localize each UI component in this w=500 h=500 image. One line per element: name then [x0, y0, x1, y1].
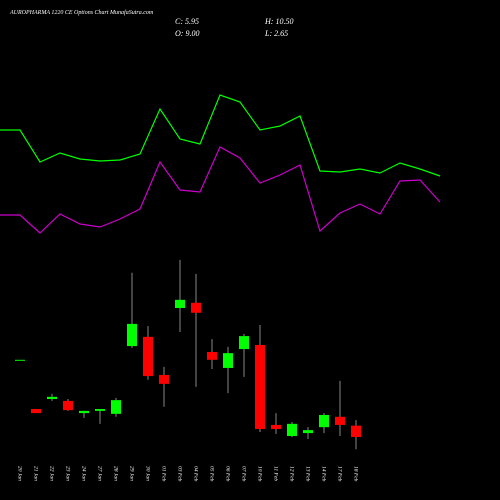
indicator-line	[0, 94, 441, 177]
candle-body	[335, 416, 345, 425]
x-tick-label: 22 Jan	[49, 466, 55, 481]
candle-body	[95, 409, 105, 411]
x-tick-label: 30 Jan	[145, 465, 151, 481]
candle-body	[239, 336, 249, 350]
x-tick-label: 17 Feb	[337, 466, 343, 482]
candle-body	[271, 424, 281, 430]
candle-body	[111, 400, 121, 414]
x-tick-label: 01 Feb	[161, 466, 167, 482]
high-label: H: 10.50	[264, 17, 293, 26]
candle-body	[159, 374, 169, 384]
chart-title: AUROPHARMA 1220 CE Options Chart MunafaS…	[9, 9, 154, 16]
x-tick-label: 18 Feb	[353, 466, 359, 482]
x-tick-label: 12 Feb	[289, 466, 295, 482]
candle-body	[15, 359, 25, 361]
x-tick-label: 24 Jan	[81, 466, 88, 481]
candle-body	[223, 353, 233, 368]
candle-body	[255, 344, 265, 430]
x-tick-label: 04 Feb	[193, 466, 200, 482]
indicator-line	[0, 146, 441, 234]
x-tick-label: 03 Feb	[177, 466, 183, 482]
low-label: L: 2.65	[264, 29, 288, 38]
candle-body	[79, 410, 89, 414]
candle-body	[127, 323, 137, 347]
candle-body	[287, 423, 297, 437]
x-tick-label: 06 Feb	[225, 466, 231, 482]
close-label: C: 5.95	[175, 17, 199, 26]
candle-body	[191, 302, 201, 313]
x-tick-label: 11 Feb	[273, 466, 279, 481]
x-tick-label: 13 Feb	[305, 466, 311, 482]
candle-body	[207, 352, 217, 360]
candle-body	[31, 409, 41, 414]
candle-body	[175, 299, 185, 308]
x-tick-label: 23 Jan	[65, 466, 71, 481]
x-tick-label: 05 Feb	[209, 466, 215, 482]
candle-body	[319, 414, 329, 428]
x-tick-label: 20 Jan	[17, 466, 23, 481]
x-tick-label: 21 Jan	[33, 466, 39, 481]
candle-body	[47, 396, 57, 400]
open-label: O: 9.00	[175, 29, 199, 38]
candle-body	[303, 430, 313, 434]
x-tick-label: 29 Jan	[129, 466, 135, 481]
candle-body	[143, 336, 153, 377]
x-tick-label: 28 Jan	[113, 466, 119, 481]
candle-body	[63, 400, 73, 411]
x-tick-label: 10 Feb	[257, 466, 263, 482]
candle-body	[351, 425, 361, 437]
x-tick-label: 14 Feb	[321, 466, 328, 482]
x-tick-label: 07 Feb	[241, 466, 247, 482]
x-tick-label: 27 Jan	[97, 466, 103, 481]
